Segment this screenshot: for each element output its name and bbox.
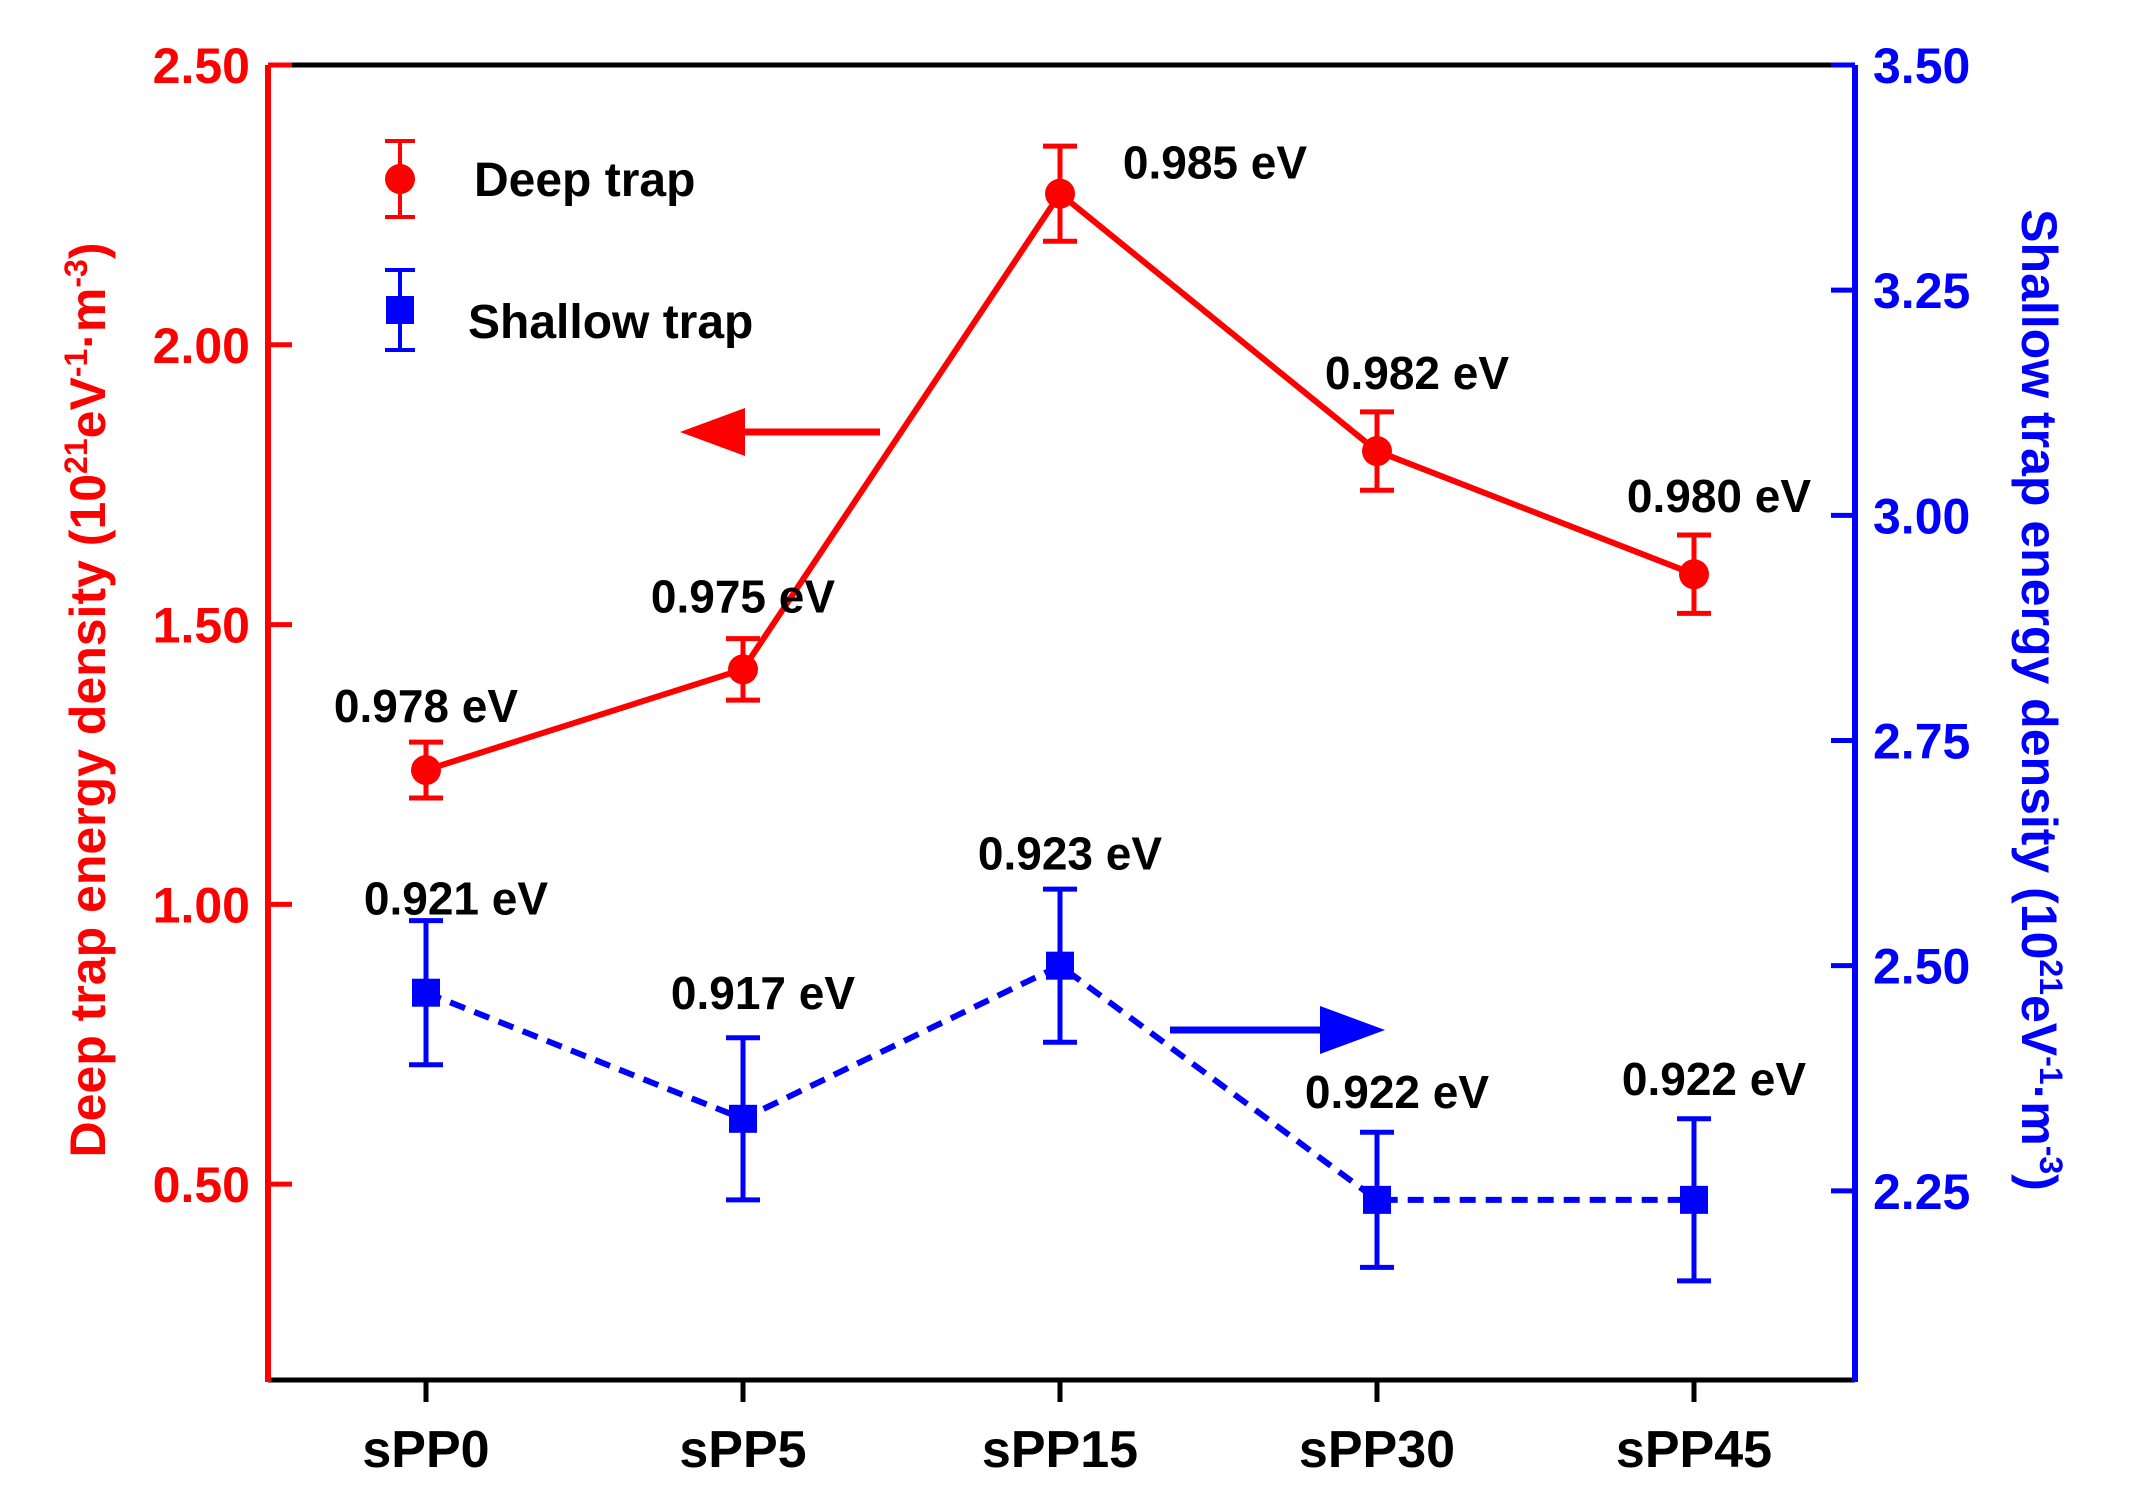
x-tick-label: sPP30 [1299,1421,1455,1479]
data-point [411,755,441,786]
legend-entry-shallow-trap: Shallow trap [385,268,753,352]
data-label: 0.978 eV [334,680,518,732]
data-label: 0.922 eV [1622,1053,1806,1105]
data-point [1362,436,1392,467]
data-label: 0.985 eV [1123,137,1307,189]
data-point [1679,559,1709,590]
data-point [728,654,758,685]
left-tick-label: 0.50 [153,1157,250,1213]
legend-shallow-trap-marker [386,296,414,324]
right-tick-label: 3.50 [1873,38,1970,94]
data-point [1680,1185,1708,1214]
data-label: 0.922 eV [1305,1066,1489,1118]
left-tick-label: 2.50 [153,38,250,94]
series-shallow-trap: 0.921 eV 0.917 eV 0.923 eV 0.922 eV 0.922 eV [364,828,1806,1284]
data-point [1046,951,1074,980]
right-y-axis: 2.25 2.50 2.75 3.00 3.25 3.50 [1831,38,1970,1382]
right-tick-label: 2.50 [1873,939,1970,995]
deep-trap-axis-arrow [680,408,880,456]
shallow-trap-axis-arrow [1170,1006,1385,1054]
legend-deep-trap-label: Deep trap [474,154,695,207]
x-tick-label: sPP45 [1616,1421,1772,1479]
x-tick-label: sPP15 [982,1421,1138,1479]
left-tick-label: 1.00 [153,877,250,933]
right-tick-label: 2.25 [1873,1164,1970,1220]
data-label: 0.921 eV [364,873,548,925]
legend-entry-deep-trap: Deep trap [385,139,695,219]
data-point [1363,1185,1391,1214]
legend-shallow-trap-label: Shallow trap [468,296,753,349]
right-tick-label: 2.75 [1873,714,1970,770]
x-tick-label: sPP0 [362,1421,489,1479]
data-label: 0.917 eV [671,967,855,1019]
right-axis-title: Shallow trap energy density (1021eV-1·m-… [2011,209,2069,1191]
left-y-axis: 0.50 1.00 1.50 2.00 2.50 [153,38,292,1382]
legend-deep-trap-marker [385,164,415,194]
data-point [1045,178,1075,209]
series-layer: 0.978 eV 0.975 eV 0.985 eV 0.982 eV 0.980 eV… [334,137,1811,1284]
left-tick-label: 1.50 [153,598,250,654]
left-tick-label: 2.00 [153,318,250,374]
data-point [729,1104,757,1133]
data-label: 0.923 eV [978,828,1162,880]
series-line [425,189,1696,773]
legend: Deep trap Shallow trap [385,139,753,352]
x-tick-label: sPP5 [679,1421,806,1479]
data-label: 0.982 eV [1325,347,1509,399]
right-tick-label: 3.25 [1873,263,1970,319]
data-label: 0.980 eV [1627,470,1811,522]
left-axis-title: Deep trap energy density (1021eV-1·m-3) [58,242,116,1157]
right-tick-label: 3.00 [1873,488,1970,544]
data-point [412,978,440,1007]
x-axis: sPP0 sPP5 sPP15 sPP30 sPP45 [362,1380,1772,1479]
series-deep-trap: 0.978 eV 0.975 eV 0.985 eV 0.982 eV 0.980 eV [334,137,1811,801]
data-label: 0.975 eV [651,570,835,622]
